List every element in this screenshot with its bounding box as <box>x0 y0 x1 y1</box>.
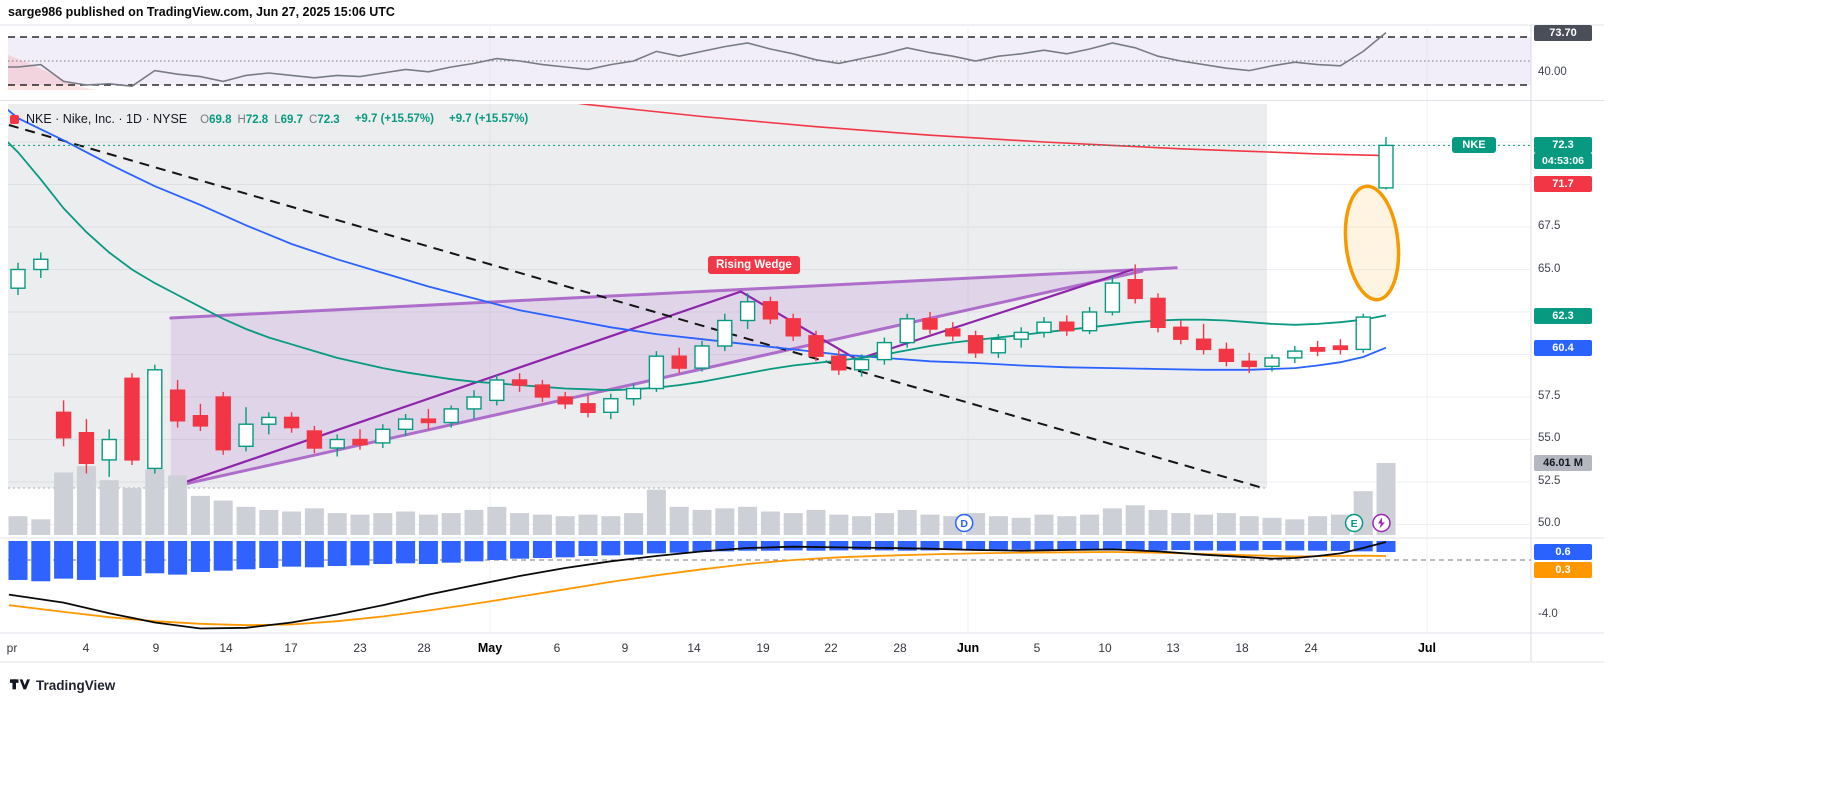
volume-bars <box>8 463 1396 535</box>
publish-attribution-text: sarge986 published on TradingView.com, J… <box>8 5 395 19</box>
candles <box>10 136 1394 477</box>
indicator-histogram <box>8 541 1396 582</box>
tradingview-logo-icon <box>10 679 30 690</box>
ticker-price-tag: NKE <box>1452 137 1496 153</box>
rising-wedge-label[interactable]: Rising Wedge <box>708 256 800 274</box>
ohlc-key: O <box>200 114 210 126</box>
scale-label-indicator-tick--4.0: -4.0 <box>1538 608 1558 620</box>
scale-label-rsi-tick-40: 40.00 <box>1538 66 1567 78</box>
svg-text:E: E <box>1351 518 1358 530</box>
time-label-13: 13 <box>1166 641 1180 655</box>
time-label-23: 23 <box>353 641 367 655</box>
time-label-28: 28 <box>893 641 907 655</box>
ohlc-key: C <box>309 114 318 126</box>
ohlc-key: H <box>237 114 246 126</box>
time-label-may: May <box>477 641 503 655</box>
footer-brand-text: TradingView <box>36 678 116 693</box>
time-label-jun: Jun <box>956 641 980 655</box>
scale-label-tick-57.5: 57.5 <box>1538 390 1561 402</box>
change-value: +9.7 (+15.57%) <box>354 113 434 125</box>
indicator-pane[interactable] <box>8 541 1531 630</box>
ohlc-value: 69.8 <box>209 114 232 126</box>
downtrend-dashed-line[interactable] <box>8 124 1264 489</box>
time-label-pr: pr <box>6 641 18 655</box>
scale-label-ma-red-value: 71.7 <box>1534 176 1592 192</box>
svg-text:D: D <box>960 518 968 530</box>
earnings-marker[interactable]: E <box>1344 513 1364 533</box>
time-label-4: 4 <box>82 641 90 655</box>
orange-highlight-ellipse[interactable] <box>1340 184 1404 303</box>
time-label-24: 24 <box>1304 641 1318 655</box>
scale-label-tick-55.0: 55.0 <box>1538 432 1561 444</box>
symbol-legend: NKE · Nike, Inc. · 1D · NYSE O69.8 H72.8 L… <box>10 112 528 126</box>
time-label-9: 9 <box>152 641 160 655</box>
scale-label-last-price: 72.3 <box>1534 137 1592 153</box>
scale-label-ma-blue-value: 60.4 <box>1534 340 1592 356</box>
symbol-title[interactable]: NKE · Nike, Inc. · 1D · NYSE <box>26 112 188 126</box>
footer-brand[interactable]: TradingView <box>10 678 115 693</box>
publish-attribution: sarge986 published on TradingView.com, J… <box>8 5 395 19</box>
rsi-pane[interactable] <box>8 31 1531 90</box>
scale-label-rsi-value: 73.70 <box>1534 25 1592 41</box>
scale-label-indicator-signal-value: 0.3 <box>1534 562 1592 578</box>
scale-label-ma-teal-value: 62.3 <box>1534 308 1592 324</box>
scale-label-tick-65.0: 65.0 <box>1538 263 1561 275</box>
dividend-marker[interactable]: D <box>954 513 974 533</box>
scale-label-volume-value: 46.01 M <box>1534 455 1592 471</box>
ohlc-values: O69.8 H72.8 L69.7 C72.3 <box>194 112 340 126</box>
scale-label-tick-50.0: 50.0 <box>1538 517 1561 529</box>
time-label-6: 6 <box>553 641 561 655</box>
scale-label-tick-67.5: 67.5 <box>1538 220 1561 232</box>
scale-label-tick-52.5: 52.5 <box>1538 475 1561 487</box>
time-label-28: 28 <box>417 641 431 655</box>
time-label-14: 14 <box>219 641 233 655</box>
ma-blue-line <box>8 109 1387 371</box>
time-label-14: 14 <box>687 641 701 655</box>
ohlc-value: 72.3 <box>317 114 340 126</box>
time-label-5: 5 <box>1033 641 1041 655</box>
indicator-main-line <box>8 541 1387 630</box>
time-label-jul: Jul <box>1417 641 1437 655</box>
ohlc-value: 69.7 <box>280 114 303 126</box>
time-label-9: 9 <box>621 641 629 655</box>
ma-red-line <box>577 104 1387 157</box>
time-label-17: 17 <box>284 641 298 655</box>
ohlc-key: L <box>274 114 281 126</box>
ohlc-value: 72.8 <box>245 114 269 126</box>
idea-flash-marker[interactable] <box>1372 513 1391 533</box>
rising-wedge-fill[interactable] <box>170 267 1177 488</box>
time-label-22: 22 <box>824 641 838 655</box>
time-label-18: 18 <box>1235 641 1249 655</box>
time-label-19: 19 <box>756 641 770 655</box>
rsi-line <box>8 31 1387 88</box>
time-label-10: 10 <box>1098 641 1112 655</box>
wedge-upper-line[interactable] <box>169 266 1178 320</box>
scale-label-indicator-hist-value: 0.6 <box>1534 544 1592 560</box>
scale-label-bar-countdown: 04:53:06 <box>1534 153 1592 169</box>
change-value-extended: +9.7 (+15.57%) <box>448 113 529 125</box>
series-marker <box>10 114 19 124</box>
rsi-oversold-patch <box>8 55 96 90</box>
